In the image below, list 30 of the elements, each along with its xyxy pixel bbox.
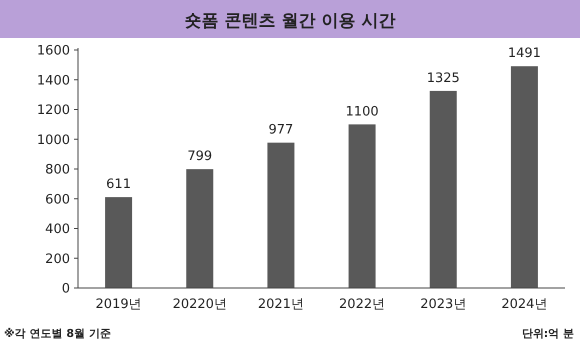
data-label: 611 — [106, 177, 131, 192]
y-tick-label: 400 — [45, 222, 70, 237]
text: ※각 연도별 8월 기준 — [4, 327, 111, 340]
y-tick-label: 600 — [45, 192, 70, 208]
text: 단위:억 분 — [522, 327, 574, 340]
x-tick-label: 20220년 — [172, 297, 227, 312]
y-tick-label: 1600 — [36, 44, 70, 58]
y-tick-label: 0 — [62, 282, 70, 296]
x-tick-label: 2024년 — [501, 297, 548, 312]
bar — [186, 169, 214, 288]
x-tick-label: 2019년 — [96, 297, 142, 312]
bar — [105, 197, 132, 288]
bar — [510, 66, 538, 288]
data-label: 1491 — [508, 46, 541, 62]
data-label: 1325 — [426, 70, 460, 86]
x-tick-label: 2023년 — [420, 297, 466, 312]
data-label: 1100 — [346, 104, 379, 120]
y-tick-label: 1000 — [36, 132, 70, 148]
y-tick-label: 200 — [45, 252, 70, 267]
y-tick-label: 1400 — [36, 73, 70, 88]
chart-title: 숏폼 콘텐츠 월간 이용 시간 — [184, 11, 396, 31]
bar — [430, 90, 457, 288]
data-label: 799 — [187, 149, 212, 164]
bar — [348, 124, 376, 288]
bar — [267, 142, 294, 288]
x-tick-label: 2022년 — [339, 297, 386, 312]
x-tick-label: 2021년 — [258, 297, 304, 312]
y-tick-label: 800 — [45, 162, 70, 178]
y-tick-label: 1200 — [36, 103, 70, 118]
data-label: 977 — [268, 122, 294, 138]
